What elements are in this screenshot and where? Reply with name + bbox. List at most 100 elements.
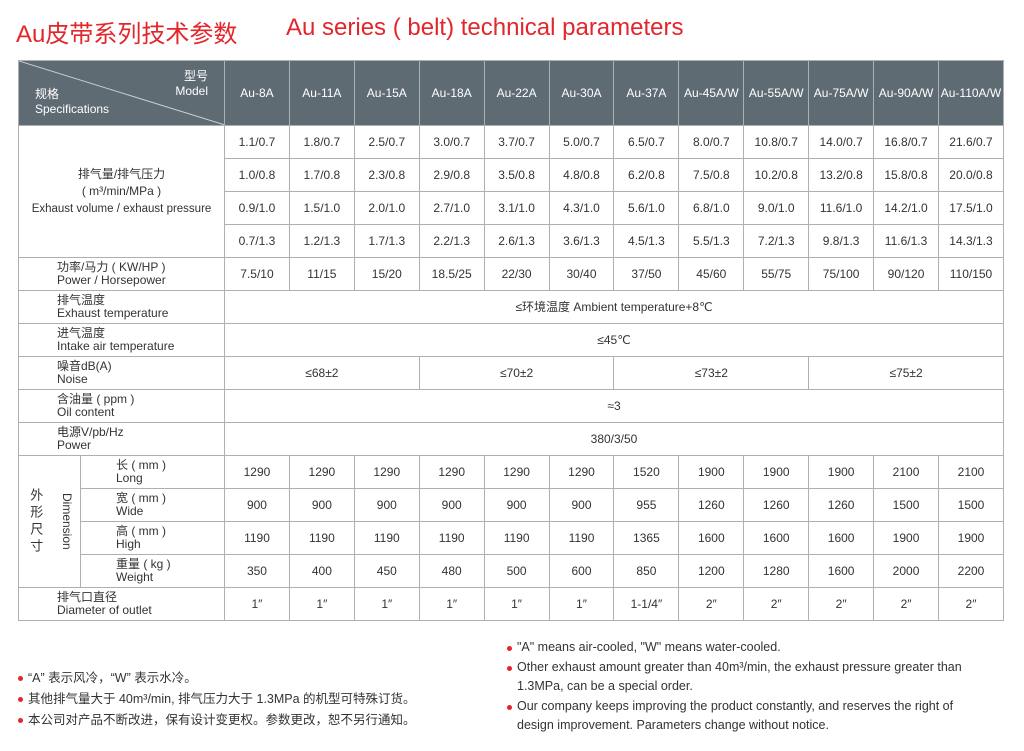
table-row: 宽 ( mm ) Wide 900 900 900 900 900 900 955 1260 126…	[19, 488, 1005, 522]
cell: 900	[353, 488, 420, 522]
cell: 45/60	[678, 257, 745, 291]
cell: 1.1/0.7	[224, 125, 290, 159]
table-row: 含油量 ( ppm ) Oil content ≈3	[17, 389, 1004, 423]
label-en: Diameter of outlet	[57, 603, 152, 617]
note-item: "A" means air-cooled, "W" means water-co…	[505, 638, 962, 658]
cell: 10.2/0.8	[743, 158, 810, 192]
label-cn: 功率/马力 ( KW/HP )	[57, 260, 166, 274]
label-en: Exhaust volume / exhaust pressure	[31, 202, 212, 215]
note-item: “A” 表示风冷，“W” 表示水冷。	[16, 668, 416, 689]
cell: ≤45℃	[224, 323, 1004, 357]
cell: 600	[548, 554, 615, 588]
cell: 30/40	[548, 257, 615, 291]
cell: 6.5/0.7	[613, 125, 680, 159]
label-en: Long	[116, 471, 143, 485]
cell: 1290	[224, 455, 290, 489]
parameters-table: 型号 Model 规格 Specifications Au-8A Au-11A Au-15A…	[17, 60, 1005, 621]
cell: 3.6/1.3	[548, 224, 615, 258]
corner-header: 型号 Model 规格 Specifications	[17, 60, 226, 126]
model-header: Au-30A	[548, 60, 615, 126]
cell: 1″	[548, 587, 615, 621]
cell: 900	[483, 488, 550, 522]
cell: 2.3/0.8	[353, 158, 420, 192]
model-header: Au-37A	[613, 60, 680, 126]
cell: 1″	[288, 587, 355, 621]
cell: 400	[288, 554, 355, 588]
cell: 500	[483, 554, 550, 588]
dimension-sub-label: 长 ( mm ) Long	[79, 455, 226, 489]
cell: 2200	[937, 554, 1005, 588]
cell: 1″	[353, 587, 420, 621]
cell: ≤68±2	[224, 356, 420, 390]
cell: 1290	[353, 455, 420, 489]
cell: 2″	[743, 587, 810, 621]
table-row: 噪音dB(A) Noise ≤68±2 ≤70±2 ≤73±2 ≤75±2	[17, 356, 1004, 390]
cell: 1″	[224, 587, 290, 621]
label-cn: 高 ( mm )	[116, 524, 166, 538]
label-en: Wide	[116, 504, 144, 518]
cell: ≤75±2	[808, 356, 1004, 390]
cell: 2100	[873, 455, 939, 489]
cell: 11.6/1.0	[808, 191, 875, 225]
label-en: Power	[57, 438, 92, 452]
cell: 2000	[873, 554, 939, 588]
cell: 1190	[353, 521, 420, 555]
cell: 2.9/0.8	[418, 158, 485, 192]
label-cn: 宽 ( mm )	[116, 491, 166, 505]
cell: 900	[548, 488, 615, 522]
cell: 15.8/0.8	[873, 158, 939, 192]
cell: 1190	[288, 521, 355, 555]
label-en: Oil content	[57, 405, 115, 419]
model-header: Au-8A	[224, 60, 290, 126]
cell: 1.8/0.7	[288, 125, 355, 159]
cell: 5.5/1.3	[678, 224, 745, 258]
cell: 3.5/0.8	[483, 158, 550, 192]
model-header: Au-110A/W	[937, 60, 1005, 126]
label-cn: 排气口直径	[57, 590, 118, 604]
cell: 1900	[873, 521, 939, 555]
title-chinese: Au皮带系列技术参数	[16, 21, 238, 48]
cell: 1.0/0.8	[224, 158, 290, 192]
cell: 1600	[808, 554, 875, 588]
cell: ≈3	[224, 389, 1004, 423]
cell: 1″	[483, 587, 550, 621]
cell: 2.2/1.3	[418, 224, 485, 258]
cell: 7.2/1.3	[743, 224, 810, 258]
cell: 6.8/1.0	[678, 191, 745, 225]
cell: 6.2/0.8	[613, 158, 680, 192]
cell: 8.0/0.7	[678, 125, 745, 159]
cell: 2100	[937, 455, 1005, 489]
cell: 55/75	[743, 257, 810, 291]
model-header: Au-55A/W	[743, 60, 810, 126]
cell: 4.3/1.0	[548, 191, 615, 225]
dimension-sub-label: 高 ( mm ) High	[79, 521, 226, 555]
cell: 4.8/0.8	[548, 158, 615, 192]
table-row: 外形尺寸 Dimension 长 ( mm ) Long 1290 1290 1290 129…	[18, 455, 1005, 588]
cell: 1365	[613, 521, 680, 555]
title-english: Au series ( belt) technical parameters	[286, 14, 684, 41]
cell: 2″	[873, 587, 939, 621]
table-row: 进气温度 Intake air temperature ≤45℃	[17, 323, 1004, 357]
cell: 10.8/0.7	[743, 125, 810, 159]
label-unit: ( m³/min/MPa )	[81, 183, 162, 198]
cell: 1.7/1.3	[353, 224, 420, 258]
cell: 11/15	[288, 257, 355, 291]
cell: 1290	[483, 455, 550, 489]
table-row: 电源V/pb/Hz Power 380/3/50	[17, 422, 1004, 456]
label-cn: 排气温度	[57, 293, 106, 307]
model-cn: 型号	[184, 69, 209, 83]
label-en: Intake air temperature	[57, 339, 175, 353]
table-row: 0.7/1.3 1.2/1.3 1.7/1.3 2.2/1.3 2.6/1.3 3.6/1…	[19, 224, 1005, 258]
spec-cn: 规格	[35, 87, 60, 101]
intake_temp-label: 进气温度 Intake air temperature	[17, 323, 226, 357]
note-item: Our company keeps improving the product …	[505, 697, 962, 717]
label-cn: 长 ( mm )	[116, 458, 166, 472]
model-header: Au-90A/W	[873, 60, 939, 126]
table-row: 排气温度 Exhaust temperature ≤环境温度 Ambient tem…	[17, 290, 1004, 324]
cell: 1190	[548, 521, 615, 555]
cell: ≤70±2	[418, 356, 615, 390]
cell: 2.7/1.0	[418, 191, 485, 225]
note-item: design improvement. Parameters change wi…	[517, 718, 829, 732]
note-item: 其他排气量大于 40m³/min, 排气压力大于 1.3MPa 的机型可特殊订货…	[16, 689, 416, 710]
spec-en: Specifications	[35, 102, 110, 116]
